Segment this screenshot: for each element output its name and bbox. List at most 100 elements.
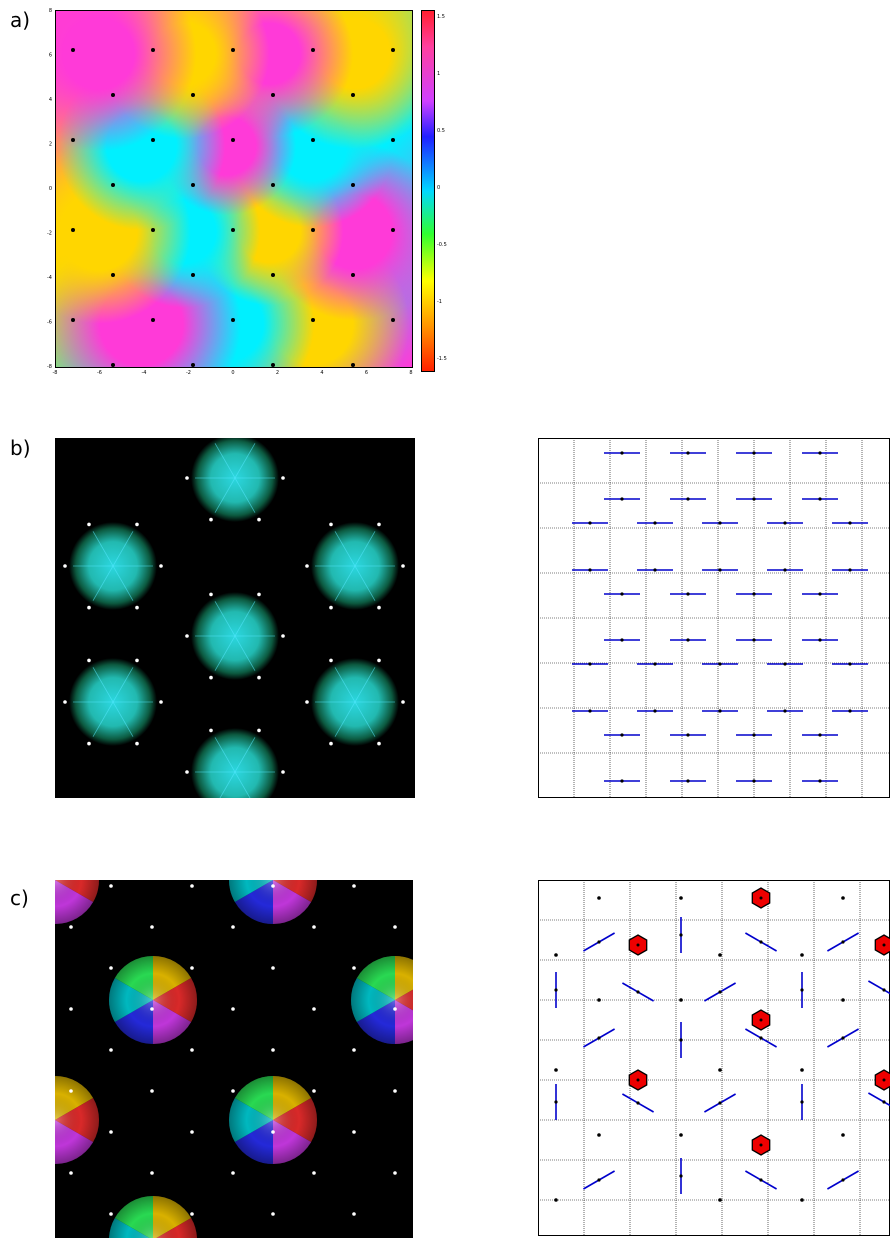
- lattice-dot: [150, 1007, 154, 1011]
- lattice-dot: [109, 1212, 113, 1216]
- site-dot: [718, 662, 721, 665]
- site-dot: [554, 1198, 558, 1202]
- site-dot: [800, 1100, 803, 1103]
- vortex-point: [231, 138, 235, 142]
- vortex-point: [151, 48, 155, 52]
- site-dot: [848, 521, 851, 524]
- site-dot: [597, 1036, 600, 1039]
- vortex-point: [231, 48, 235, 52]
- x-tick-label: -6: [97, 370, 102, 376]
- site-dot: [848, 709, 851, 712]
- lattice-plot-b: [538, 438, 890, 798]
- x-tick-label: -8: [53, 370, 58, 376]
- lattice-dot: [190, 1048, 194, 1052]
- site-dot: [620, 451, 623, 454]
- site-dot: [752, 592, 755, 595]
- site-dot: [588, 662, 591, 665]
- lattice-dot: [231, 1007, 235, 1011]
- colorbar-tick-label: 0: [437, 185, 440, 191]
- site-dot: [760, 1144, 763, 1147]
- vortex-point: [351, 273, 355, 277]
- lattice-dot: [69, 1007, 73, 1011]
- vortex-point: [311, 318, 315, 322]
- lattice-dot: [69, 1089, 73, 1093]
- y-tick-label: 6: [49, 53, 52, 59]
- lattice-dot: [281, 476, 285, 480]
- lattice-dot: [69, 1171, 73, 1175]
- lattice-dot: [109, 884, 113, 888]
- lattice-dot: [190, 1130, 194, 1134]
- vortex-point: [311, 138, 315, 142]
- lattice-dot: [271, 1130, 275, 1134]
- lattice-dot: [209, 676, 213, 680]
- site-dot: [783, 568, 786, 571]
- vortex-point: [71, 228, 75, 232]
- colorbar-tick-label: 1: [437, 71, 440, 77]
- lattice-dot: [231, 1171, 235, 1175]
- site-dot: [752, 779, 755, 782]
- lattice-dot: [231, 925, 235, 929]
- site-dot: [818, 733, 821, 736]
- lattice-dot: [87, 659, 91, 663]
- vortex-point: [71, 138, 75, 142]
- site-dot: [597, 940, 600, 943]
- vortex-point: [111, 273, 115, 277]
- site-dot: [718, 709, 721, 712]
- lattice-dot: [185, 770, 189, 774]
- lattice-dot: [352, 1130, 356, 1134]
- site-dot: [759, 940, 762, 943]
- lattice-dot: [209, 729, 213, 733]
- phase-colorbar: [421, 10, 435, 372]
- site-dot: [554, 1068, 558, 1072]
- lattice-dot: [185, 634, 189, 638]
- vortex-point: [391, 138, 395, 142]
- vortex-point: [311, 228, 315, 232]
- lattice-dot: [190, 1212, 194, 1216]
- vortex-point: [391, 228, 395, 232]
- lattice-dot: [312, 925, 316, 929]
- lattice-dot: [87, 523, 91, 527]
- site-dot: [653, 521, 656, 524]
- site-dot: [620, 497, 623, 500]
- lattice-dot: [393, 1007, 397, 1011]
- site-dot: [653, 709, 656, 712]
- lattice-dot: [150, 1089, 154, 1093]
- site-dot: [752, 638, 755, 641]
- site-dot: [637, 1079, 640, 1082]
- site-dot: [686, 638, 689, 641]
- vortex-point: [311, 48, 315, 52]
- lattice-dot: [352, 884, 356, 888]
- site-dot: [620, 779, 623, 782]
- lattice-dot: [305, 564, 309, 568]
- site-dot: [752, 497, 755, 500]
- lattice-dot: [69, 925, 73, 929]
- lattice-dot: [305, 700, 309, 704]
- vortex-point: [191, 93, 195, 97]
- vortex-point: [391, 48, 395, 52]
- vortex-point: [111, 363, 115, 367]
- site-dot: [883, 1079, 886, 1082]
- site-dot: [588, 568, 591, 571]
- lattice-dot: [109, 1130, 113, 1134]
- site-dot: [718, 521, 721, 524]
- site-dot: [679, 1038, 682, 1041]
- lattice-dot: [159, 700, 163, 704]
- site-dot: [800, 1198, 804, 1202]
- site-dot: [620, 733, 623, 736]
- site-dot: [679, 998, 683, 1002]
- lattice-dot: [271, 884, 275, 888]
- site-dot: [686, 779, 689, 782]
- vortex-point: [271, 93, 275, 97]
- lattice-dot: [352, 1212, 356, 1216]
- site-dot: [752, 733, 755, 736]
- site-dot: [882, 988, 885, 991]
- lattice-dot: [190, 884, 194, 888]
- lattice-dot: [352, 966, 356, 970]
- site-dot: [554, 988, 557, 991]
- vortex-point: [231, 228, 235, 232]
- site-dot: [597, 1133, 601, 1137]
- lattice-dot: [312, 1007, 316, 1011]
- vortex-point: [191, 273, 195, 277]
- lattice-dot: [377, 742, 381, 746]
